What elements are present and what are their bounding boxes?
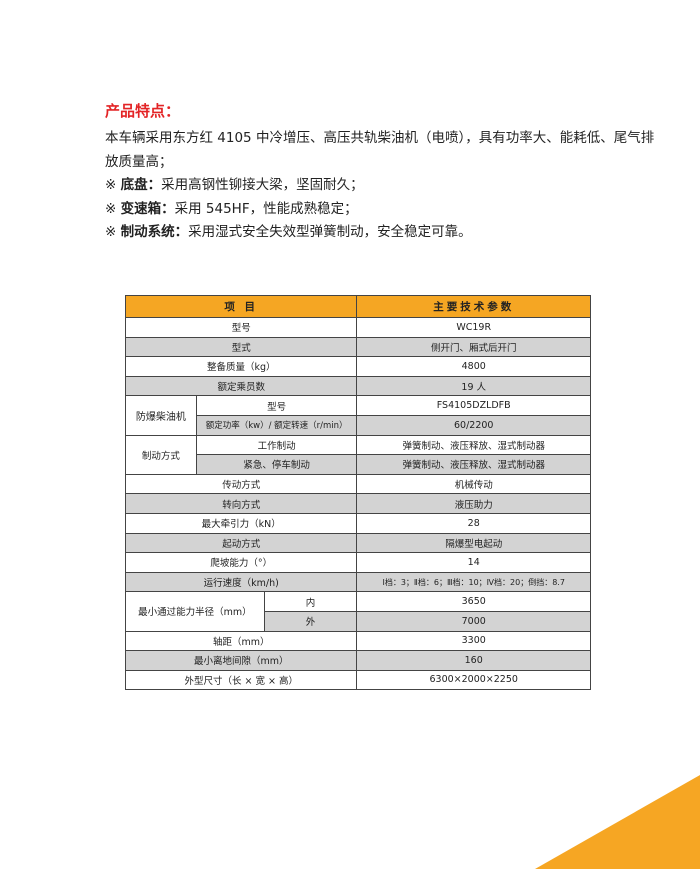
table-row: 型式 侧开门、厢式后开门 [124,336,591,358]
table-row: 轴距（mm） 3300 [124,630,591,652]
table-row: 起动方式 隔爆型电起动 [124,532,591,554]
feature-item: ※ 底盘：采用高钢性铆接大梁，坚固耐久； [105,177,364,193]
table-row: 制动方式 工作制动 弹簧制动、液压释放、湿式制动器 [125,434,591,475]
table-row: 转向方式 液压助力 [124,493,591,514]
features-intro: 本车辆采用东方红 4105 中冷增压、高压共轨柴油机（电喷），具有功率大、能耗低… [105,130,655,170]
table-row: 型号 WC19R [124,317,591,338]
table-row: 外型尺寸（长 × 宽 × 高） 6300×2000×2250 [124,669,591,691]
spec-table: 项 目主要技术参数 型号 WC19R 型式 侧开门、厢式后开门 整备质量（kg） 48… [124,295,591,691]
table-row: 最小通过能力半径（mm）内 3650 [125,591,591,632]
table-row: 最小离地间隙（mm） 160 [124,650,591,671]
table-row: 额定功率（kw）/ 额定转速（r/min） 60/2200 [126,414,591,436]
product-features: 产品特点： 本车辆采用东方红 4105 中冷增压、高压共轨柴油机（电喷），具有功… [105,100,665,245]
feature-item: ※ 制动系统：采用湿式安全失效型弹簧制动，安全稳定可靠。 [105,224,472,240]
table-row: 防爆柴油机 型号 FS4105DZLDFB [125,395,591,436]
table-header: 项 目主要技术参数 [124,295,591,318]
table-row: 额定乘员数 19 人 [124,375,591,397]
table-row: 爬坡能力（°） 14 [124,552,591,573]
table-row: 外 7000 [126,610,591,632]
table-row: 运行速度（km/h) Ⅰ档：3；Ⅱ档：6；Ⅲ档：10；Ⅳ档：20；倒挡：8.7 [124,571,591,593]
features-title: 产品特点： [105,102,181,120]
feature-item: ※ 变速箱：采用 545HF，性能成熟稳定； [105,200,358,217]
table-row: 整备质量（kg） 4800 [124,356,591,377]
table-row: 最大牵引力（kN） 28 [124,512,591,534]
table-row: 传动方式 机械传动 [124,473,591,495]
